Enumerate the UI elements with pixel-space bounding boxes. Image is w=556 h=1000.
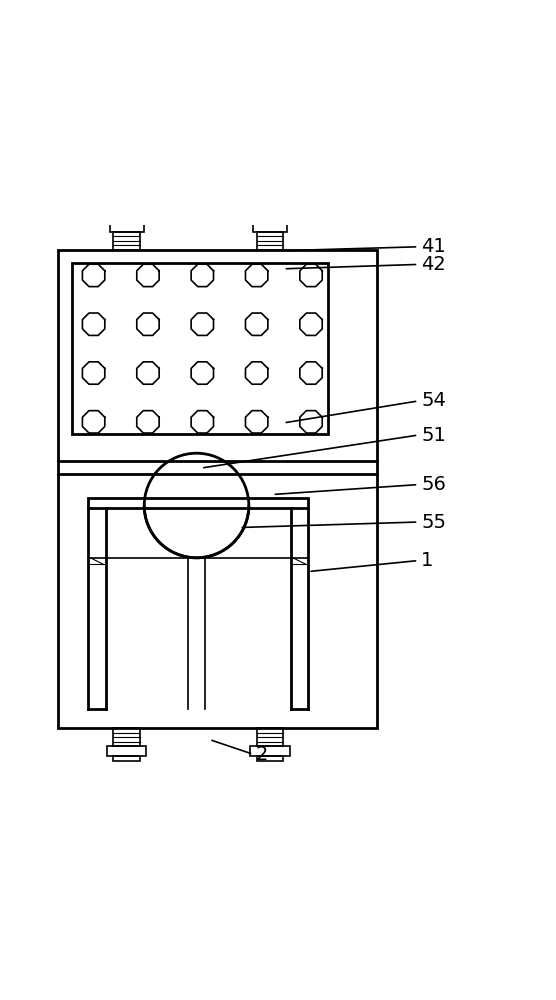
Bar — [107, 746, 146, 756]
Bar — [252, 222, 287, 232]
Bar — [256, 217, 283, 222]
Text: 2: 2 — [256, 745, 269, 764]
Bar — [58, 250, 377, 728]
Text: 51: 51 — [421, 426, 446, 445]
Bar — [113, 756, 140, 761]
Text: 54: 54 — [421, 391, 446, 410]
Bar — [72, 263, 327, 434]
Text: 55: 55 — [421, 513, 446, 532]
Bar — [88, 498, 308, 508]
Bar — [250, 746, 290, 756]
Bar — [256, 728, 283, 746]
Bar — [256, 232, 283, 250]
Text: 56: 56 — [421, 475, 446, 494]
Bar — [110, 222, 143, 232]
Bar — [113, 728, 140, 746]
Bar — [256, 756, 283, 761]
Text: 1: 1 — [421, 551, 434, 570]
Text: 42: 42 — [421, 255, 446, 274]
Bar — [113, 217, 140, 222]
Bar — [113, 232, 140, 250]
Text: 41: 41 — [421, 237, 446, 256]
